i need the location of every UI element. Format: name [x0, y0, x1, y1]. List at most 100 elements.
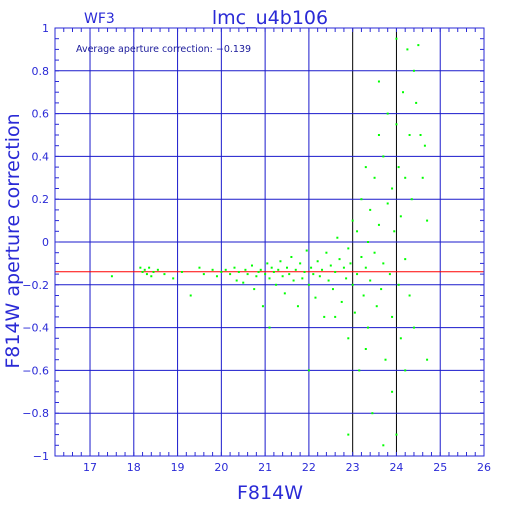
data-point [349, 262, 352, 265]
data-point [351, 219, 354, 222]
data-point [305, 249, 308, 252]
data-point [141, 270, 144, 273]
data-point [325, 251, 328, 254]
data-point [377, 80, 380, 83]
data-point [369, 279, 372, 282]
data-point [406, 48, 409, 51]
y-tick-label: 0 [42, 236, 49, 249]
data-point [395, 123, 398, 126]
data-point [189, 294, 192, 297]
data-point [316, 260, 319, 263]
data-point [250, 264, 253, 267]
data-point [377, 134, 380, 136]
data-point [110, 275, 113, 278]
data-point [275, 283, 278, 286]
data-point [419, 134, 422, 136]
x-tick-label: 26 [477, 461, 491, 474]
data-point [356, 273, 359, 276]
y-tick-label: 0.2 [32, 193, 50, 206]
y-tick-label: −1 [33, 450, 49, 463]
data-point [318, 275, 321, 278]
data-point [255, 275, 258, 278]
data-point [377, 223, 380, 226]
data-point [312, 273, 315, 276]
data-point [360, 198, 363, 201]
data-point [220, 270, 223, 273]
data-point [338, 258, 341, 261]
data-point [373, 251, 376, 254]
data-point [364, 166, 367, 169]
x-tick-label: 24 [389, 461, 403, 474]
data-point [371, 412, 374, 415]
data-point [261, 305, 264, 308]
y-axis-label: F814W aperture correction [2, 113, 24, 368]
data-point [270, 266, 273, 269]
data-point [369, 208, 372, 211]
data-point [426, 358, 429, 361]
data-point [307, 369, 310, 372]
data-point [294, 268, 297, 271]
data-point [229, 273, 232, 276]
average-annotation: Average aperture correction: −0.139 [76, 44, 251, 55]
data-point [402, 91, 405, 94]
data-point [388, 273, 391, 276]
data-point [283, 292, 286, 295]
data-point [279, 260, 282, 263]
data-point [266, 262, 269, 265]
y-tick-label: −0.4 [22, 322, 49, 335]
data-point [272, 270, 275, 273]
data-point [404, 176, 407, 179]
data-point [399, 215, 402, 218]
data-point [397, 166, 400, 169]
y-tick-label: −0.2 [22, 279, 49, 292]
data-point [410, 198, 413, 201]
data-point [323, 315, 326, 318]
data-point [290, 255, 293, 258]
data-point [307, 283, 310, 286]
x-tick-label: 25 [433, 461, 447, 474]
data-point [397, 283, 400, 286]
data-point [244, 268, 247, 271]
data-point [198, 266, 201, 269]
data-point [423, 144, 426, 147]
data-point [327, 279, 330, 282]
x-tick-label: 22 [302, 461, 316, 474]
data-point [362, 294, 365, 297]
data-point [345, 277, 348, 280]
data-point [286, 266, 289, 269]
data-point [347, 337, 350, 340]
data-point [342, 266, 345, 269]
data-point [292, 279, 295, 282]
data-point [386, 112, 389, 115]
data-point [395, 433, 398, 436]
y-tick-label: 0.8 [32, 65, 50, 78]
data-point [375, 305, 378, 308]
data-point [356, 230, 359, 233]
chart-title: lmc_u4b106 [212, 7, 328, 29]
data-point [148, 266, 151, 269]
data-point [150, 275, 153, 278]
data-point [215, 275, 218, 278]
data-point [237, 270, 240, 273]
data-point [391, 390, 394, 393]
data-point [347, 247, 350, 250]
y-tick-label: 1 [42, 22, 49, 35]
data-point [334, 315, 337, 318]
data-point [314, 296, 317, 299]
data-point [366, 241, 369, 243]
data-point [393, 230, 396, 233]
data-point [408, 134, 411, 136]
data-point [211, 268, 214, 271]
data-point [426, 219, 429, 222]
data-point [366, 326, 369, 329]
data-point [253, 288, 256, 291]
data-point [408, 294, 411, 297]
data-point [353, 311, 356, 314]
data-point [268, 277, 271, 280]
y-tick-label: 0.4 [32, 150, 50, 163]
data-point [404, 258, 407, 261]
data-point [417, 44, 420, 47]
data-point [268, 326, 271, 329]
data-point [386, 202, 389, 205]
